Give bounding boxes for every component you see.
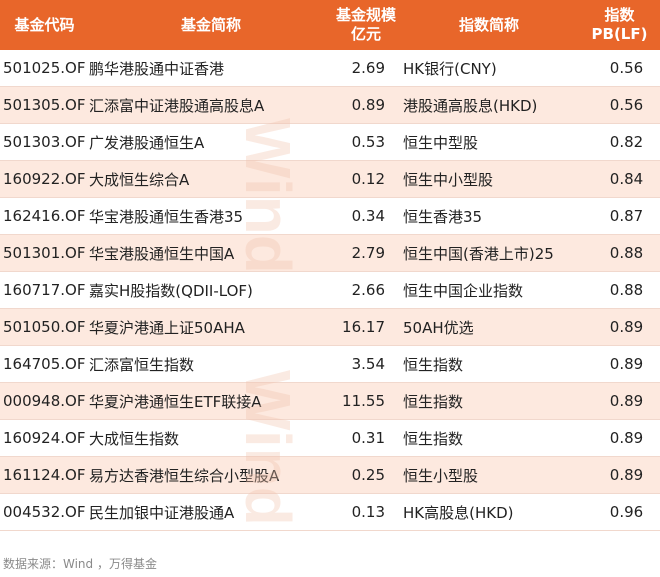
table-row: 501050.OF 华夏沪港通上证50AHA 16.17 50AH优选 0.89 [0,309,660,346]
fund-size-cell: 2.69 [351,59,385,77]
index-name-cell: 50AH优选 [403,318,474,337]
index-name-cell: 港股通高股息(HKD) [403,96,538,115]
fund-code-cell: 160924.OF [3,429,86,447]
header-fund-name: 基金简称 [180,15,241,34]
table-row: 501303.OF 广发港股通恒生A 0.53 恒生中型股 0.82 [0,124,660,161]
fund-name-cell: 鹏华港股通中证香港 [89,59,225,78]
index-pb-cell: 0.96 [609,503,644,521]
fund-size-cell: 0.25 [351,466,385,484]
table-row: 004532.OF 民生加银中证港股通A 0.13 HK高股息(HKD) 0.96 [0,494,660,531]
fund-name-cell: 华宝港股通恒生中国A [89,244,235,263]
header-index-pb-line1: 指数 [604,6,635,24]
index-name-cell: 恒生中国企业指数 [403,281,524,300]
table-row: 164705.OF 汇添富恒生指数 3.54 恒生指数 0.89 [0,346,660,383]
index-name-cell: HK高股息(HKD) [403,503,514,522]
index-pb-cell: 0.56 [609,59,644,77]
fund-size-cell: 0.31 [351,429,385,447]
index-pb-cell: 0.89 [609,429,644,447]
fund-name-cell: 华夏沪港通恒生ETF联接A [89,392,262,411]
index-pb-cell: 0.89 [609,392,644,410]
fund-name-cell: 汇添富恒生指数 [89,355,195,374]
index-name-cell: 恒生指数 [403,392,464,411]
fund-size-cell: 0.89 [351,96,385,114]
fund-size-cell: 0.13 [351,503,385,521]
table-header: 基金代码 基金简称 基金规模 亿元 指数简称 指数 PB(LF) [0,0,660,50]
index-pb-cell: 0.56 [609,96,644,114]
table-row: 501301.OF 华宝港股通恒生中国A 2.79 恒生中国(香港上市)25 0.88 [0,235,660,272]
fund-code-cell: 000948.OF [3,392,86,410]
index-pb-cell: 0.89 [609,318,644,336]
fund-name-cell: 民生加银中证港股通A [89,503,235,522]
fund-size-cell: 11.55 [342,392,385,410]
index-pb-cell: 0.89 [609,466,644,484]
table-row: 000948.OF 华夏沪港通恒生ETF联接A 11.55 恒生指数 0.89 [0,383,660,420]
fund-name-cell: 华宝港股通恒生香港35 [89,207,244,226]
index-pb-cell: 0.89 [609,355,644,373]
fund-name-cell: 易方达香港恒生综合小型股A [89,466,280,485]
index-name-cell: 恒生中型股 [403,133,479,152]
source-footnote: 数据来源：Wind ，万得基金 [3,557,157,571]
index-name-cell: 恒生指数 [403,429,464,448]
fund-code-cell: 160717.OF [3,281,86,299]
fund-size-cell: 0.34 [351,207,385,225]
fund-name-cell: 广发港股通恒生A [89,133,205,152]
header-index-name: 指数简称 [458,15,519,34]
fund-code-cell: 162416.OF [3,207,86,225]
header-fund-size-line2: 亿元 [350,25,381,43]
table-body: 501025.OF 鹏华港股通中证香港 2.69 HK银行(CNY) 0.56 50130… [0,50,660,531]
index-pb-cell: 0.88 [609,244,644,262]
fund-size-cell: 0.12 [351,170,385,188]
fund-code-cell: 164705.OF [3,355,86,373]
fund-size-cell: 3.54 [351,355,385,373]
fund-code-cell: 501050.OF [3,318,86,336]
fund-name-cell: 大成恒生综合A [89,170,190,189]
index-name-cell: 恒生香港35 [403,207,483,226]
fund-code-cell: 501301.OF [3,244,86,262]
fund-code-cell: 160922.OF [3,170,86,188]
fund-table: 基金代码 基金简称 基金规模 亿元 指数简称 指数 PB(LF) 501025.… [0,0,660,531]
fund-size-cell: 2.66 [351,281,385,299]
header-fund-size: 基金规模 亿元 [333,0,399,50]
table-row: 160922.OF 大成恒生综合A 0.12 恒生中小型股 0.84 [0,161,660,198]
header-index-pb-line2: PB(LF) [591,25,648,43]
index-pb-cell: 0.87 [609,207,644,225]
index-name-cell: 恒生中小型股 [403,170,494,189]
fund-size-cell: 2.79 [351,244,385,262]
fund-name-cell: 嘉实H股指数(QDII-LOF) [89,281,253,300]
index-pb-cell: 0.84 [609,170,644,188]
fund-code-cell: 004532.OF [3,503,86,521]
table-row: 160717.OF 嘉实H股指数(QDII-LOF) 2.66 恒生中国企业指数 0.8… [0,272,660,309]
table-row: 501305.OF 汇添富中证港股通高股息A 0.89 港股通高股息(HKD) 0.56 [0,87,660,124]
fund-code-cell: 501025.OF [3,59,86,77]
table-row: 161124.OF 易方达香港恒生综合小型股A 0.25 恒生小型股 0.89 [0,457,660,494]
table-row: 162416.OF 华宝港股通恒生香港35 0.34 恒生香港35 0.87 [0,198,660,235]
header-fund-code: 基金代码 [14,15,75,34]
fund-name-cell: 华夏沪港通上证50AHA [89,318,245,337]
table-row: 501025.OF 鹏华港股通中证香港 2.69 HK银行(CNY) 0.56 [0,50,660,87]
fund-code-cell: 161124.OF [3,466,86,484]
fund-size-cell: 0.53 [351,133,385,151]
fund-name-cell: 大成恒生指数 [89,429,180,448]
fund-code-cell: 501305.OF [3,96,86,114]
index-pb-cell: 0.82 [609,133,644,151]
table-row: 160924.OF 大成恒生指数 0.31 恒生指数 0.89 [0,420,660,457]
fund-name-cell: 汇添富中证港股通高股息A [89,96,265,115]
index-name-cell: 恒生中国(香港上市)25 [403,244,554,263]
header-index-pb: 指数 PB(LF) [579,0,660,50]
index-name-cell: 恒生指数 [403,355,464,374]
fund-code-cell: 501303.OF [3,133,86,151]
header-fund-size-line1: 基金规模 [335,6,396,24]
fund-size-cell: 16.17 [342,318,385,336]
index-name-cell: 恒生小型股 [403,466,479,485]
index-name-cell: HK银行(CNY) [403,59,497,78]
index-pb-cell: 0.88 [609,281,644,299]
